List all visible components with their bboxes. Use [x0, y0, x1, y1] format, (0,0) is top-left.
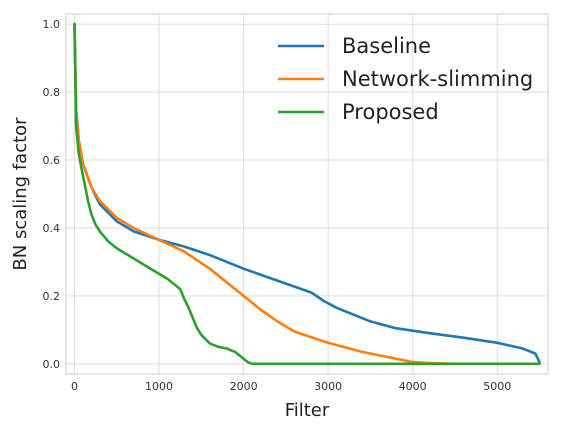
x-tick-label: 4000 [399, 380, 427, 393]
x-tick-label: 0 [71, 380, 78, 393]
series-line-proposed [73, 22, 541, 366]
x-tick-label: 1000 [145, 380, 173, 393]
legend-label-baseline: Baseline [342, 34, 431, 58]
series-line-network-slimming [73, 22, 541, 366]
x-tick-label: 5000 [483, 380, 511, 393]
x-axis-label: Filter [285, 400, 330, 421]
series-lines [73, 22, 541, 366]
y-tick-label: 1.0 [43, 18, 61, 31]
y-tick-label: 0.0 [43, 358, 61, 371]
legend-label-network-slimming: Network-slimming [342, 67, 533, 91]
y-tick-label: 0.8 [43, 86, 61, 99]
legend: Baseline Network-slimming Proposed [278, 34, 533, 124]
x-tick-label: 2000 [230, 380, 258, 393]
y-axis-label: BN scaling factor [10, 117, 31, 271]
y-tick-label: 0.2 [43, 290, 61, 303]
y-tick-label: 0.4 [43, 222, 61, 235]
legend-label-proposed: Proposed [342, 100, 439, 124]
x-tick-label: 3000 [314, 380, 342, 393]
y-tick-label: 0.6 [43, 154, 61, 167]
plot-area [65, 13, 549, 375]
tick-labels: 0 1000 2000 3000 4000 5000 0.0 0.2 0.4 0.6 0.8 1.0 [43, 18, 512, 393]
